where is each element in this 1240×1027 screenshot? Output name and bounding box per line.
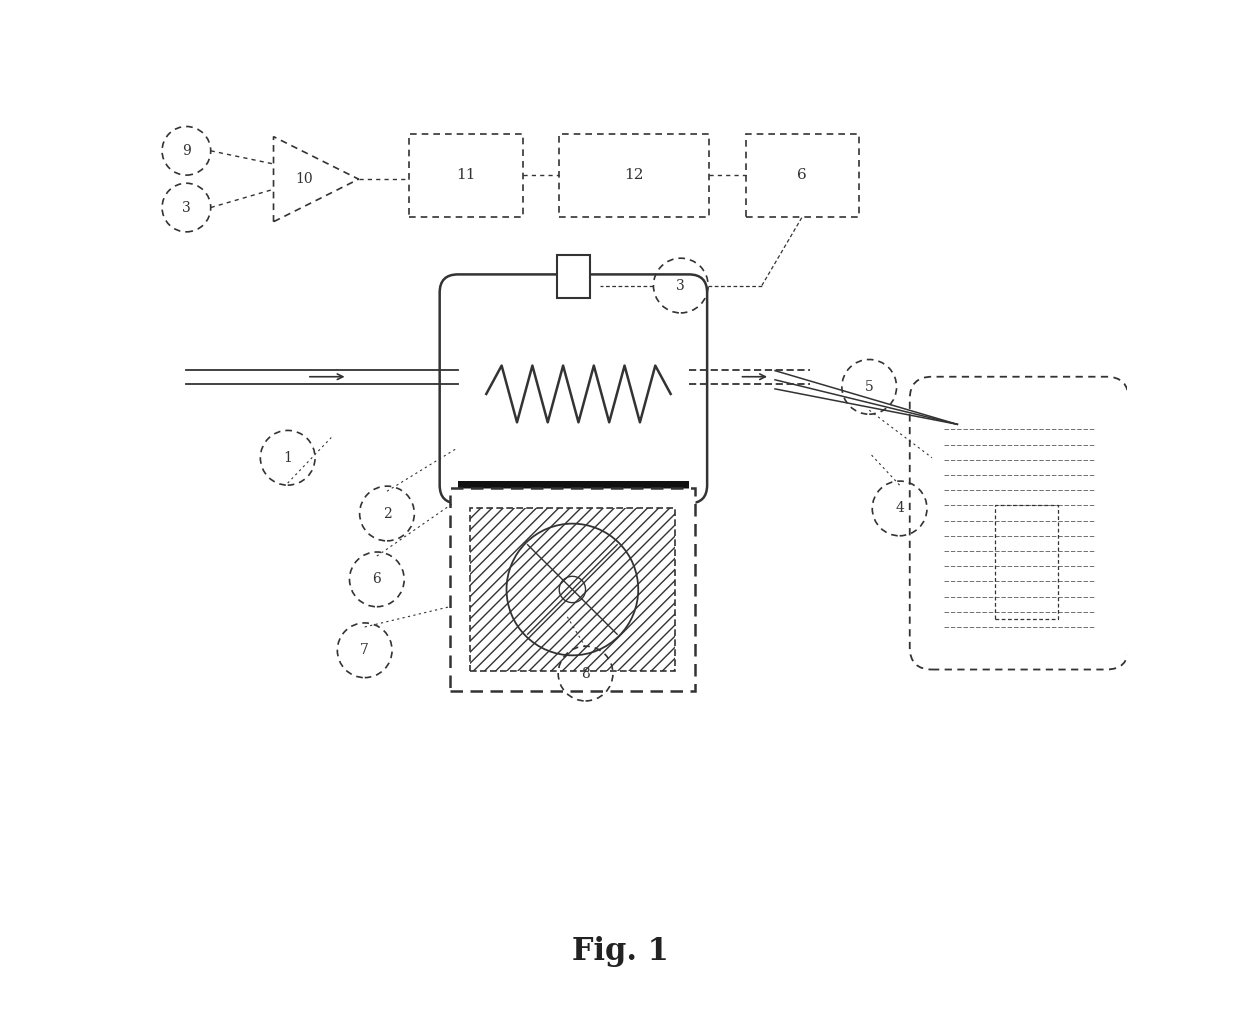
FancyBboxPatch shape: [450, 488, 694, 691]
FancyBboxPatch shape: [994, 504, 1058, 619]
FancyBboxPatch shape: [910, 377, 1128, 670]
Text: 2: 2: [383, 506, 392, 521]
Text: 5: 5: [864, 380, 874, 394]
Text: 8: 8: [582, 667, 590, 681]
FancyBboxPatch shape: [470, 508, 675, 671]
Text: 1: 1: [283, 451, 293, 465]
Text: 6: 6: [797, 168, 807, 182]
Text: 11: 11: [456, 168, 476, 182]
Text: 3: 3: [182, 200, 191, 215]
FancyBboxPatch shape: [557, 255, 589, 298]
Text: 7: 7: [361, 643, 370, 657]
Text: Fig. 1: Fig. 1: [572, 936, 668, 966]
Text: 9: 9: [182, 144, 191, 158]
Text: 6: 6: [372, 572, 381, 586]
Text: 12: 12: [625, 168, 644, 182]
FancyBboxPatch shape: [440, 274, 707, 503]
Text: 4: 4: [895, 501, 904, 516]
Text: 3: 3: [676, 278, 686, 293]
Bar: [458, 481, 689, 505]
Text: 10: 10: [295, 173, 312, 186]
